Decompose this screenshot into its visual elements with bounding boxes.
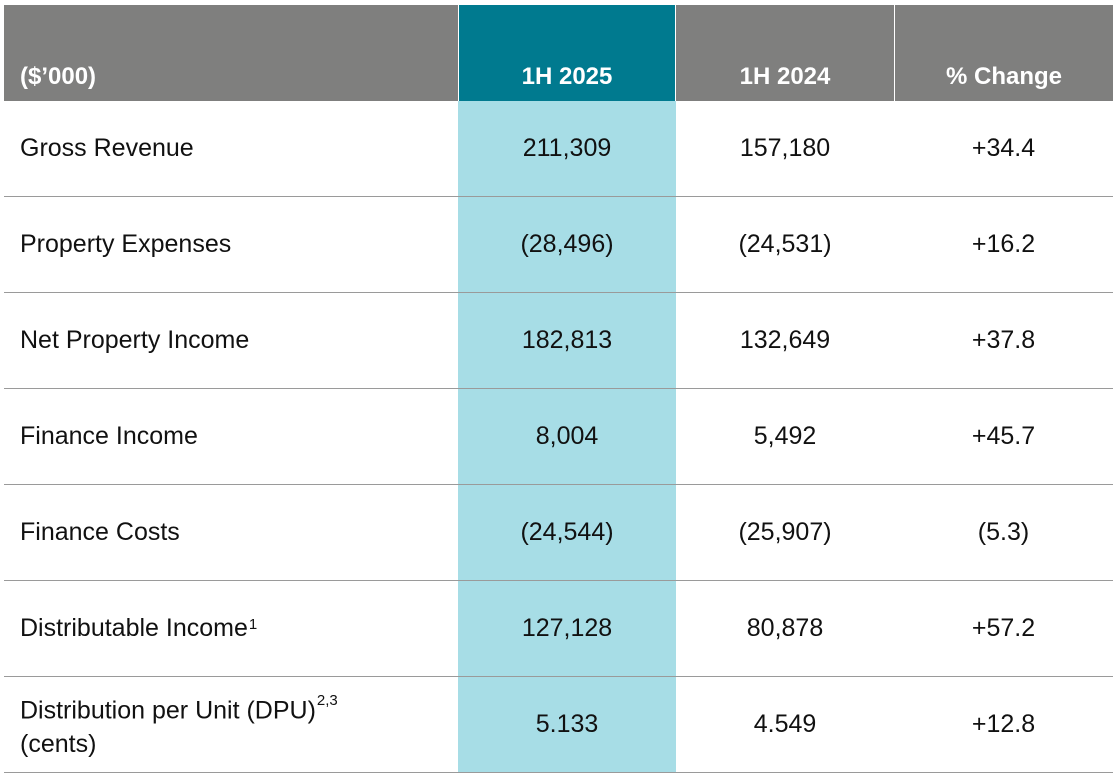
table-row-gross-revenue: Gross Revenue 211,309 157,180 +34.4 — [4, 101, 1113, 197]
value-1h-2025: 182,813 — [458, 293, 676, 388]
row-label-text: Distribution per Unit (DPU) — [20, 696, 316, 725]
value-percent-change: +34.4 — [971, 134, 1036, 162]
value-1h-2025: 5.133 — [458, 677, 676, 772]
value-1h-2024: 4.549 — [753, 710, 817, 738]
table-row-finance-costs: Finance Costs (24,544) (25,907) (5.3) — [4, 485, 1113, 581]
financial-summary-table: ($’000) 1H 2025 1H 2024 % Change Gross R… — [4, 5, 1113, 773]
header-percent-change: % Change — [894, 5, 1113, 101]
row-label-line-1: Distribution per Unit (DPU)2,3 — [20, 688, 338, 727]
table-row-finance-income: Finance Income 8,004 5,492 +45.7 — [4, 389, 1113, 485]
row-label: Net Property Income — [20, 326, 250, 354]
footnote-marker: 1 — [248, 616, 258, 633]
row-label: Gross Revenue — [20, 134, 194, 162]
row-label: Distributable Income 1 — [4, 581, 458, 676]
table-row-net-property-income: Net Property Income 182,813 132,649 +37.… — [4, 293, 1113, 389]
value-1h-2025: 8,004 — [458, 389, 676, 484]
value-percent-change: +45.7 — [971, 422, 1036, 450]
row-label: Finance Costs — [20, 518, 180, 546]
value-1h-2024: (25,907) — [738, 518, 832, 546]
footnote-marker: 2,3 — [316, 692, 338, 710]
value-1h-2024: 132,649 — [739, 326, 831, 354]
header-units-label: ($’000) — [20, 63, 97, 90]
value-1h-2025: (24,544) — [458, 485, 676, 580]
row-label: Distribution per Unit (DPU)2,3 (cents) — [4, 677, 458, 772]
table-header: ($’000) 1H 2025 1H 2024 % Change — [4, 5, 1113, 101]
value-percent-change: +37.8 — [971, 326, 1036, 354]
row-label-line-2: (cents) — [20, 729, 97, 758]
table-row-dpu: Distribution per Unit (DPU)2,3 (cents) 5… — [4, 677, 1113, 773]
header-1h-2024: 1H 2024 — [739, 63, 831, 90]
value-percent-change: +12.8 — [971, 710, 1036, 738]
table-row-property-expenses: Property Expenses (28,496) (24,531) +16.… — [4, 197, 1113, 293]
value-percent-change: +57.2 — [971, 614, 1036, 642]
value-percent-change: (5.3) — [977, 518, 1030, 546]
value-1h-2024: 157,180 — [739, 134, 831, 162]
value-1h-2025: 211,309 — [458, 101, 676, 196]
header-1h-2025: 1H 2025 — [458, 5, 676, 101]
row-label: Property Expenses — [20, 230, 232, 258]
value-1h-2025: 127,128 — [458, 581, 676, 676]
row-label-text: Distributable Income — [20, 614, 248, 642]
row-label: Finance Income — [20, 422, 198, 450]
value-1h-2024: 5,492 — [753, 422, 817, 450]
value-percent-change: +16.2 — [971, 230, 1036, 258]
value-1h-2025: (28,496) — [458, 197, 676, 292]
value-1h-2024: 80,878 — [746, 614, 824, 642]
table-row-distributable-income: Distributable Income 1 127,128 80,878 +57… — [4, 581, 1113, 677]
value-1h-2024: (24,531) — [738, 230, 832, 258]
